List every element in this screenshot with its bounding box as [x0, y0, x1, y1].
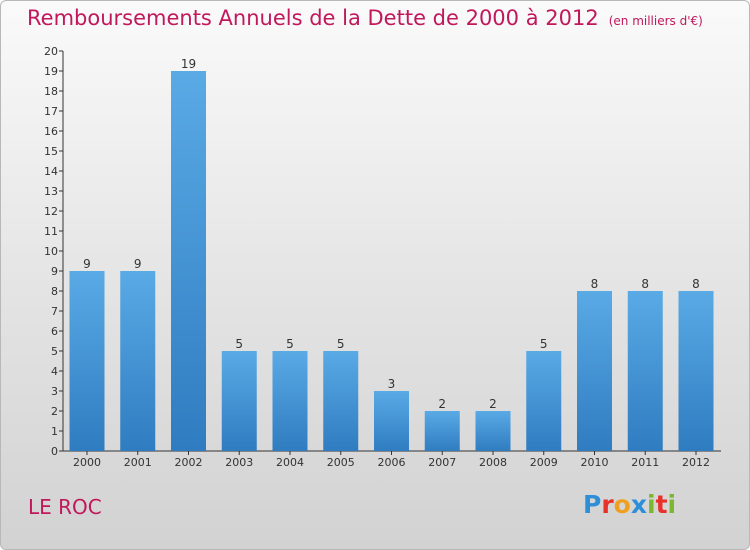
bar [526, 351, 562, 451]
logo-letter: P [583, 490, 602, 519]
x-tick-label: 2005 [327, 456, 355, 469]
data-label: 5 [235, 337, 243, 351]
data-label: 8 [591, 277, 599, 291]
data-label: 8 [692, 277, 700, 291]
x-tick-label: 2010 [581, 456, 609, 469]
bar [577, 291, 612, 451]
commune-name: LE ROC [28, 495, 102, 519]
bar [627, 291, 663, 451]
data-label: 8 [641, 277, 649, 291]
y-tick-label: 16 [44, 125, 58, 138]
x-tick-label: 2003 [225, 456, 253, 469]
y-tick-label: 15 [44, 145, 58, 158]
y-tick-label: 5 [51, 345, 58, 358]
y-tick-label: 4 [51, 365, 58, 378]
logo-letter: x [630, 490, 647, 519]
y-tick-label: 8 [51, 285, 58, 298]
y-tick-label: 18 [44, 85, 58, 98]
logo-letter: t [655, 490, 668, 519]
y-tick-label: 17 [44, 105, 58, 118]
x-tick-label: 2008 [479, 456, 507, 469]
y-tick-label: 9 [51, 265, 58, 278]
x-tick-label: 2002 [175, 456, 203, 469]
bar [323, 351, 359, 451]
bar [374, 391, 409, 451]
bar [678, 291, 714, 451]
bar [424, 411, 460, 451]
x-tick-label: 2000 [73, 456, 101, 469]
x-tick-label: 2011 [631, 456, 659, 469]
bar [69, 271, 105, 451]
data-label: 9 [83, 257, 91, 271]
data-label: 5 [540, 337, 548, 351]
logo-letter: i [647, 490, 656, 519]
logo-letter: i [667, 490, 677, 519]
x-tick-label: 2001 [124, 456, 152, 469]
x-tick-label: 2006 [378, 456, 406, 469]
bar [221, 351, 257, 451]
title-unit: (en milliers d'€) [608, 14, 703, 28]
y-tick-label: 1 [51, 425, 58, 438]
y-tick-label: 7 [51, 305, 58, 318]
x-tick-label: 2009 [530, 456, 558, 469]
data-label: 2 [489, 397, 497, 411]
y-tick-label: 19 [44, 65, 58, 78]
data-label: 5 [286, 337, 294, 351]
y-tick-label: 11 [44, 225, 58, 238]
proxiti-logo[interactable]: Proxiti [583, 490, 676, 519]
bar [120, 271, 156, 451]
x-tick-label: 2004 [276, 456, 304, 469]
y-tick-label: 12 [44, 205, 58, 218]
y-tick-label: 6 [51, 325, 58, 338]
logo-letter: o [613, 490, 631, 519]
data-label: 5 [337, 337, 345, 351]
bar [272, 351, 308, 451]
x-tick-label: 2012 [682, 456, 710, 469]
y-tick-label: 3 [51, 385, 58, 398]
data-label: 19 [181, 57, 196, 71]
data-label: 2 [438, 397, 446, 411]
data-label: 9 [134, 257, 142, 271]
logo-letter: r [601, 490, 614, 519]
data-label: 3 [388, 377, 396, 391]
title-main: Remboursements Annuels de la Dette de 20… [27, 6, 599, 30]
y-tick-label: 14 [44, 165, 58, 178]
y-tick-label: 13 [44, 185, 58, 198]
y-tick-label: 20 [44, 45, 58, 58]
bar [475, 411, 511, 451]
bar [171, 71, 206, 451]
y-tick-label: 0 [51, 445, 58, 458]
y-tick-label: 2 [51, 405, 58, 418]
y-tick-label: 10 [44, 245, 58, 258]
x-tick-label: 2007 [428, 456, 456, 469]
chart-title: Remboursements Annuels de la Dette de 20… [27, 6, 703, 30]
